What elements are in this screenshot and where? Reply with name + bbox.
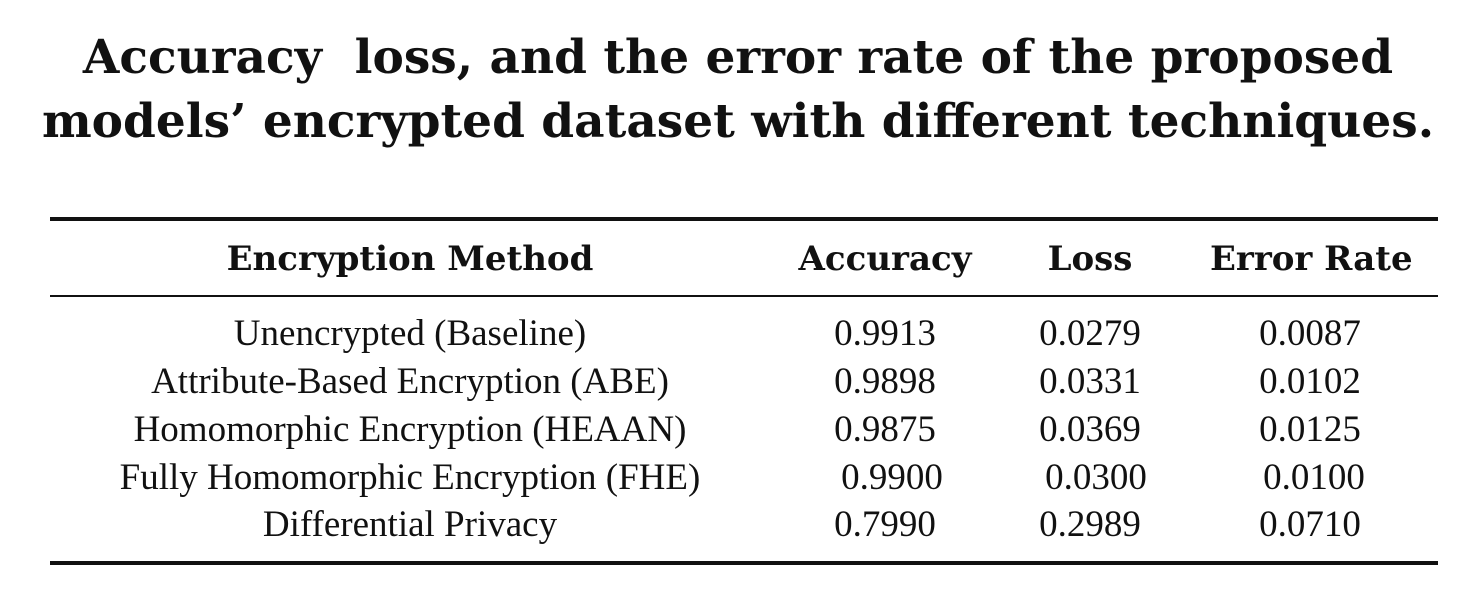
caption-line-1: Accuracy loss, and the error rate of the… <box>82 30 1394 85</box>
cell-accuracy: 0.7990 <box>834 504 936 545</box>
table-top-rule <box>50 217 1438 221</box>
header-accuracy: Accuracy <box>798 239 972 279</box>
cell-loss: 0.2989 <box>1039 504 1141 545</box>
table-bottom-rule <box>50 561 1438 565</box>
cell-error-rate: 0.0102 <box>1259 361 1361 402</box>
cell-accuracy: 0.9913 <box>834 313 936 354</box>
cell-error-rate: 0.0125 <box>1259 409 1361 450</box>
cell-method: Fully Homomorphic Encryption (FHE) <box>119 457 701 498</box>
cell-method: Homomorphic Encryption (HEAAN) <box>133 409 687 450</box>
cell-loss: 0.0331 <box>1039 361 1141 402</box>
cell-loss: 0.0279 <box>1039 313 1141 354</box>
cell-error-rate: 0.0087 <box>1259 313 1361 354</box>
table-header-rule <box>50 295 1438 297</box>
table-caption: Accuracy loss, and the error rate of the… <box>0 26 1476 154</box>
header-encryption-method: Encryption Method <box>226 239 594 279</box>
caption-line-2: models’ encrypted dataset with different… <box>41 94 1435 149</box>
cell-accuracy: 0.9875 <box>834 409 936 450</box>
header-error-rate: Error Rate <box>1210 239 1413 279</box>
cell-loss: 0.0300 <box>1045 457 1147 498</box>
cell-method: Attribute-Based Encryption (ABE) <box>151 361 669 402</box>
header-loss: Loss <box>1047 239 1133 279</box>
cell-error-rate: 0.0710 <box>1259 504 1361 545</box>
cell-accuracy: 0.9898 <box>834 361 936 402</box>
cell-method: Differential Privacy <box>262 504 558 545</box>
cell-error-rate: 0.0100 <box>1263 457 1365 498</box>
cell-accuracy: 0.9900 <box>841 457 943 498</box>
cell-method: Unencrypted (Baseline) <box>233 313 587 354</box>
cell-loss: 0.0369 <box>1039 409 1141 450</box>
